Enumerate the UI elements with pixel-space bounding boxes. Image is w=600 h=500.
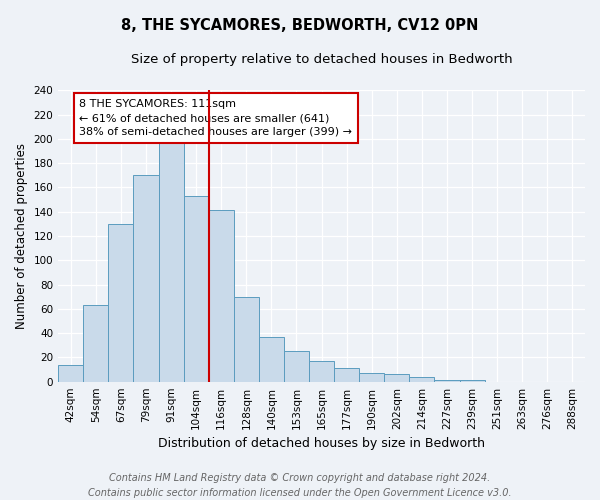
Bar [209,210,234,382]
Text: 8, THE SYCAMORES, BEDWORTH, CV12 0PN: 8, THE SYCAMORES, BEDWORTH, CV12 0PN [121,18,479,32]
Bar [334,368,359,382]
X-axis label: Distribution of detached houses by size in Bedworth: Distribution of detached houses by size … [158,437,485,450]
Bar [309,361,334,382]
Bar [385,374,409,382]
Bar [158,139,184,382]
Bar [109,224,133,382]
Bar [234,296,259,382]
Bar [83,305,109,382]
Text: Contains HM Land Registry data © Crown copyright and database right 2024.
Contai: Contains HM Land Registry data © Crown c… [88,472,512,498]
Bar [133,176,158,382]
Bar [259,337,284,382]
Title: Size of property relative to detached houses in Bedworth: Size of property relative to detached ho… [131,52,512,66]
Y-axis label: Number of detached properties: Number of detached properties [15,143,28,329]
Bar [460,380,485,382]
Bar [359,373,385,382]
Bar [58,364,83,382]
Bar [284,352,309,382]
Text: 8 THE SYCAMORES: 111sqm
← 61% of detached houses are smaller (641)
38% of semi-d: 8 THE SYCAMORES: 111sqm ← 61% of detache… [79,99,352,137]
Bar [184,196,209,382]
Bar [409,377,434,382]
Bar [434,380,460,382]
